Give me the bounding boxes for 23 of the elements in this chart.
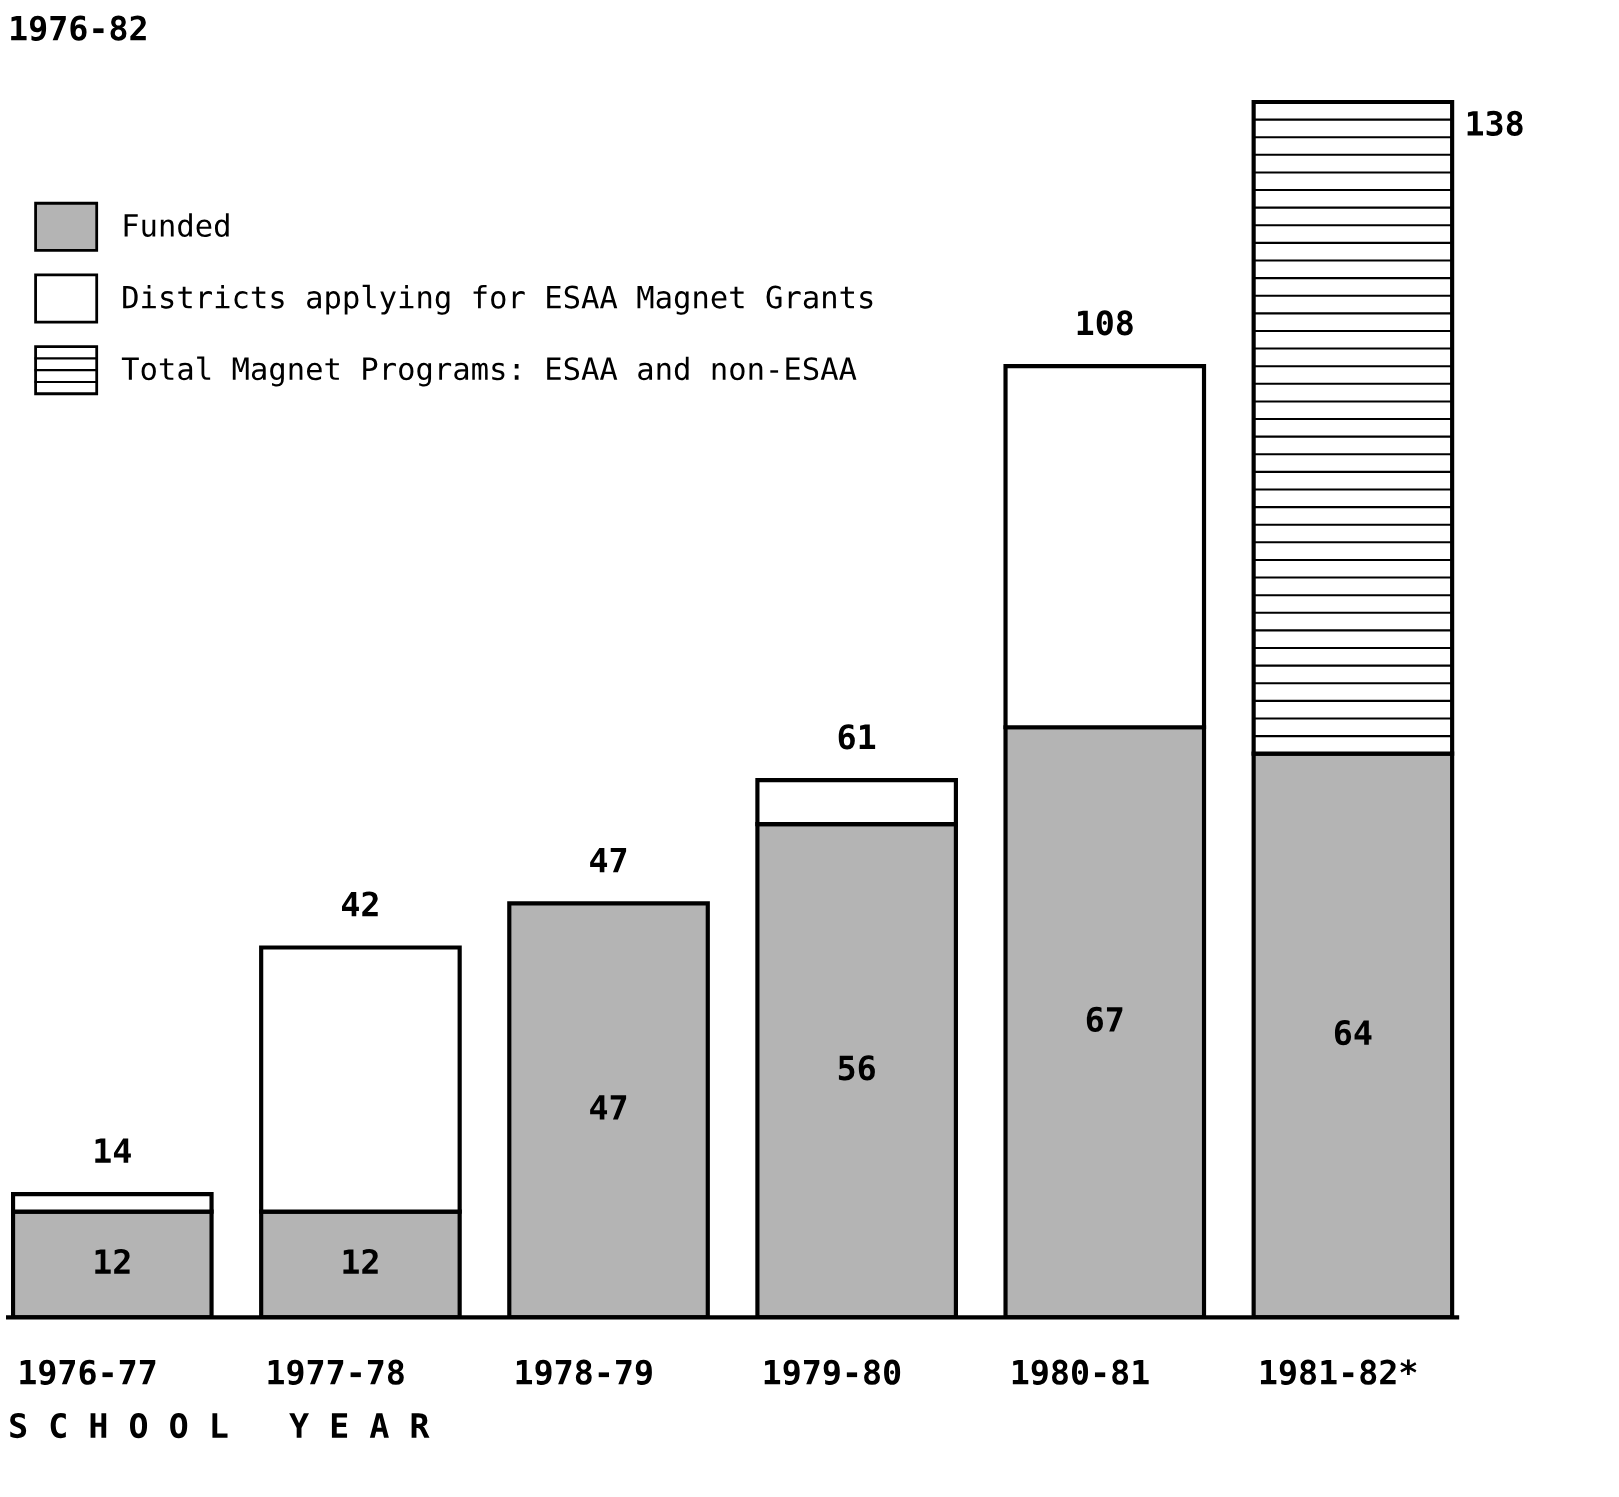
total-label: 42 bbox=[342, 891, 378, 917]
x-tick-label: 1976-77 bbox=[20, 1359, 156, 1385]
x-tick-label: 1980-81 bbox=[1012, 1359, 1149, 1385]
data-label: 56 bbox=[838, 1055, 875, 1081]
data-label: 47 bbox=[590, 1095, 627, 1120]
total-label: 61 bbox=[838, 724, 876, 750]
total-label: 108 bbox=[1077, 310, 1133, 336]
total-label: 138 bbox=[1467, 110, 1523, 136]
x-tick-label: 1977-78 bbox=[268, 1359, 404, 1385]
x-tick-label: 1979-80 bbox=[764, 1359, 901, 1385]
x-tick-label: 1981-82* bbox=[1260, 1359, 1417, 1385]
data-label: 64 bbox=[1334, 1020, 1372, 1046]
data-label: 12 bbox=[95, 1248, 130, 1274]
legend-label: Districts applying for ESAA Magnet Grants bbox=[123, 284, 873, 315]
data-label: 12 bbox=[343, 1248, 378, 1274]
legend-label: Funded bbox=[124, 213, 229, 237]
total-label: 47 bbox=[590, 847, 627, 873]
total-label: 14 bbox=[95, 1138, 131, 1163]
x-tick-label: 1978-79 bbox=[516, 1359, 652, 1385]
chart-title: 1976-82 bbox=[11, 15, 146, 41]
data-label: 67 bbox=[1086, 1006, 1123, 1033]
x-axis-title: S C H O O L Y E A R bbox=[10, 1412, 430, 1439]
legend-label: Total Magnet Programs: ESAA and non-ESAA bbox=[121, 356, 857, 387]
